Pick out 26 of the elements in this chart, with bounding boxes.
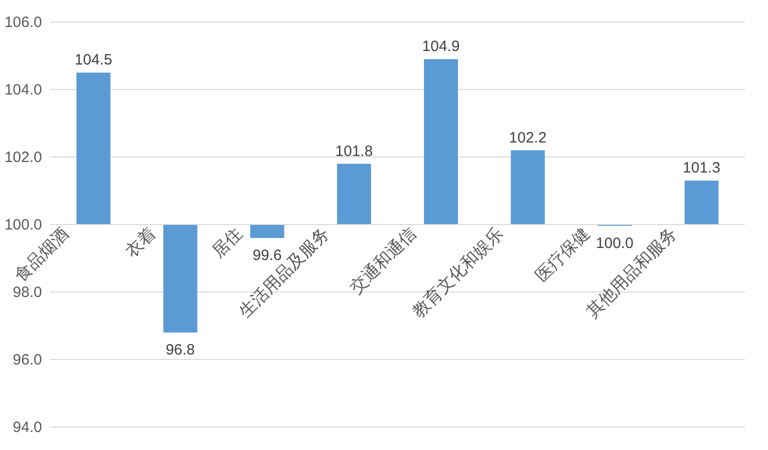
bar: [76, 72, 110, 224]
data-label: 104.9: [422, 38, 460, 56]
y-tick-label: 96.0: [12, 352, 42, 368]
data-label: 96.8: [166, 342, 195, 358]
data-label: 100.0: [596, 234, 634, 252]
data-label: 104.5: [74, 52, 112, 69]
data-label: 101.3: [682, 160, 720, 177]
bar: [337, 164, 372, 224]
bar: [250, 224, 284, 238]
y-tick-label: 102.0: [4, 149, 42, 166]
data-label: 99.6: [252, 247, 282, 264]
x-tick-label: 医疗保健: [532, 224, 594, 286]
y-tick-label: 106.0: [4, 14, 42, 31]
x-tick-label: 交通和通信: [346, 224, 420, 298]
y-tick-label: 100.0: [4, 216, 42, 234]
x-tick-label: 衣着: [122, 224, 160, 262]
y-tick-label: 104.0: [4, 82, 42, 98]
bar: [510, 150, 545, 224]
bar: [163, 224, 198, 332]
data-label: 102.2: [509, 129, 547, 146]
x-tick-label: 居住: [208, 224, 246, 262]
data-label: 101.8: [335, 142, 373, 160]
bar: [424, 59, 458, 224]
y-tick-label: 94.0: [12, 419, 42, 436]
y-tick-label: 98.0: [12, 284, 42, 301]
bar: [684, 180, 719, 224]
